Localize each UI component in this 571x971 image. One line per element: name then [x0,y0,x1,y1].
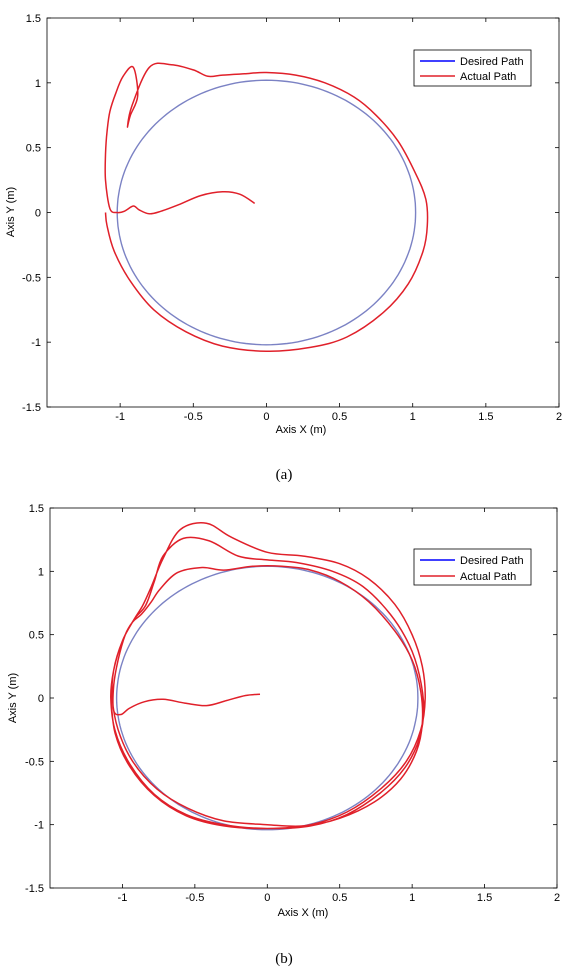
x-tick-label: 0 [263,411,269,423]
x-tick-label: 1.5 [477,892,492,904]
yticks-a: 1.5 1 0.5 0 -0.5 -1 -1.5 [22,13,559,414]
y-tick-label: 1.5 [29,503,44,515]
xticks-a: -1 -0.5 0 0.5 1 1.5 2 [115,18,562,423]
x-tick-label: 2 [554,892,560,904]
x-tick-label: 1 [410,411,416,423]
y-tick-label: 1 [38,566,44,578]
x-tick-label: 1 [409,892,415,904]
series-a [104,62,429,352]
legend-actual-label-b: Actual Path [460,571,516,583]
x-tick-label: 0.5 [332,892,347,904]
legend-desired-label-a: Desired Path [460,56,524,68]
y-tick-label: 0.5 [29,630,44,642]
x-tick-label: 1.5 [478,411,493,423]
actual-path-line [110,522,426,830]
panel-a: -1 -0.5 0 0.5 1 1.5 2 1.5 1 0.5 0 -0.5 -1 -1.5 Desir… [5,13,562,483]
x-tick-label: 0 [264,892,270,904]
legend-actual-label-a: Actual Path [460,71,516,83]
y-tick-label: -0.5 [22,272,41,284]
legend-a: Desired Path Actual Path [413,49,532,87]
series-b [110,522,426,831]
yticks-b: 1.5 1 0.5 0 -0.5 -1 -1.5 [25,503,557,895]
y-tick-label: -1 [34,820,44,832]
legend-b: Desired Path Actual Path [413,548,532,586]
x-tick-label: -1 [118,892,128,904]
y-tick-label: 0.5 [26,143,41,155]
xticks-b: -1 -0.5 0 0.5 1 1.5 2 [118,508,560,904]
x-tick-label: -0.5 [184,411,203,423]
legend-desired-label-b: Desired Path [460,555,524,567]
x-tick-label: -0.5 [185,892,204,904]
y-tick-label: 1 [35,78,41,90]
y-tick-label: -1.5 [25,883,44,895]
y-tick-label: 0 [35,208,41,220]
panel-b: -1 -0.5 0 0.5 1 1.5 2 1.5 1 0.5 0 -0.5 -1 -1.5 Desir… [7,503,560,967]
caption-a: (a) [276,467,293,483]
caption-b: (b) [275,951,293,967]
actual-path-line [104,62,429,352]
legend-box-b [413,548,532,586]
y-axis-label-b: Axis Y (m) [7,673,19,723]
y-tick-label: -1 [31,337,41,349]
x-tick-label: 2 [556,411,562,423]
y-tick-label: -0.5 [25,756,44,768]
y-tick-label: 1.5 [26,13,41,25]
y-tick-label: 0 [38,693,44,705]
x-tick-label: 0.5 [332,411,347,423]
legend-box-a [413,49,532,87]
x-axis-label-a: Axis X (m) [276,424,327,436]
y-axis-label-a: Axis Y (m) [5,187,17,237]
y-tick-label: -1.5 [22,402,41,414]
x-tick-label: -1 [115,411,125,423]
x-axis-label-b: Axis X (m) [278,907,329,919]
